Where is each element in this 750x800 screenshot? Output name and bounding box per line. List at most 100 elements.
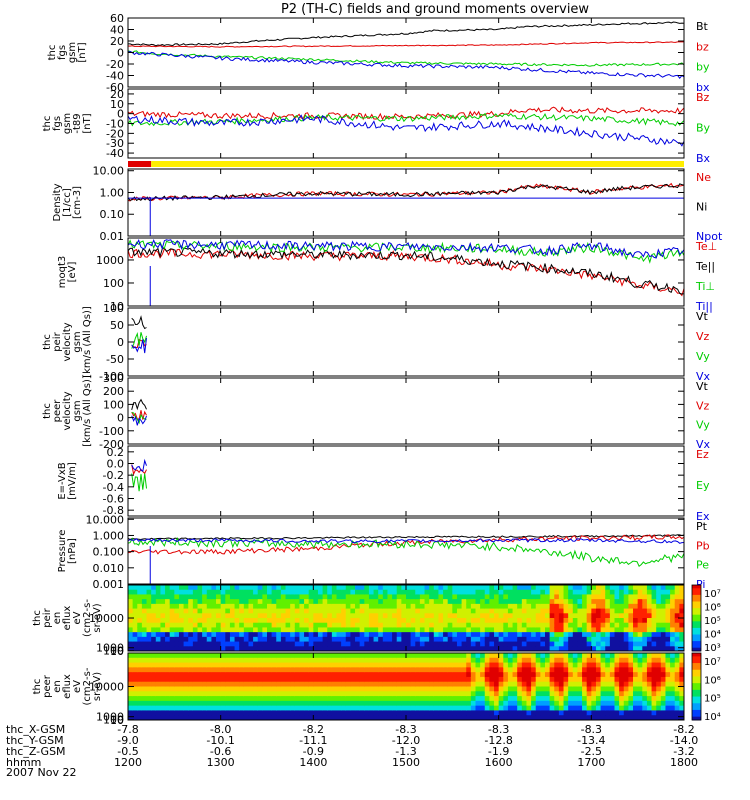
y-axis-label: thc (42, 334, 53, 350)
panel-frame (127, 168, 685, 237)
colorbar-peir_eflux: 10⁷ 10⁶ 10⁵ 10⁴ 10³ (691, 584, 721, 654)
x-row-value: -10.1 (206, 734, 234, 747)
lines-fgs_gsm (128, 21, 684, 80)
y-axis-label: en (52, 612, 63, 625)
legend-item: Ez (696, 448, 709, 461)
legend-item: Ne (696, 171, 711, 184)
y-tick-label: 100 (103, 277, 124, 290)
mode-bar-segment-1 (151, 161, 684, 167)
legend-item: Pt (696, 520, 708, 533)
lines-e_field (131, 458, 147, 492)
y-axis-label: thc (47, 45, 58, 61)
panel-frame (127, 17, 685, 88)
x-row-value: 1700 (577, 756, 605, 769)
spectrogram-peer_eflux (128, 653, 684, 720)
x-row-value: 1400 (299, 756, 327, 769)
series-line-by (128, 50, 684, 67)
panel-frame (127, 307, 685, 377)
y-axis-label: [mV/m] (67, 462, 78, 500)
legend-item: Ex (696, 510, 710, 523)
y-axis-label: eflux (62, 606, 73, 631)
x-row-value: -8.0 (210, 723, 231, 736)
panel-peir_velocity: 100 50 0 -50 -100 thc peir velocity gsm [km/s (Al… (42, 302, 711, 383)
spectrogram-peir_eflux (128, 585, 684, 651)
y-tick-label: 10000 (89, 612, 124, 625)
y-tick-label: 200 (103, 385, 124, 398)
x-row-label: thc_X-GSM (6, 723, 65, 736)
y-axis-label: (cm2-s- (82, 599, 93, 637)
series-line-bt (128, 21, 684, 47)
panel-frame (127, 517, 685, 585)
y-axis-label: eflux (62, 674, 73, 699)
series-line-vy (131, 332, 147, 349)
y-axis-label: thc (32, 679, 43, 695)
plot-title: P2 (TH-C) fields and ground moments over… (281, 2, 589, 17)
y-axis-label: velocity (62, 391, 73, 430)
y-axis-label: [cm-3] (72, 186, 83, 219)
y-tick-label: -20 (106, 58, 124, 71)
y-tick-label: 20 (110, 35, 124, 48)
x-row-value: -0.5 (117, 745, 138, 758)
x-row-value: 1600 (485, 756, 513, 769)
colorbar-peer_eflux: 10⁷ 10⁶ 10⁵ 10⁴ (691, 652, 721, 723)
y-tick-label: 1000 (96, 711, 124, 724)
x-row-value: -1.3 (395, 745, 416, 758)
legend-item: Ti|| (695, 300, 713, 313)
y-tick-label: 60 (110, 12, 124, 25)
colorbar-tick-label: 10⁶ (704, 675, 721, 686)
series-line-by (128, 112, 684, 127)
y-axis-label: [km/s (All Qs)] (82, 306, 93, 378)
lines-pressure (128, 534, 684, 584)
series-line-bx (128, 114, 684, 147)
legend-item: Vt (696, 380, 709, 393)
x-row-value: -0.6 (210, 745, 231, 758)
y-tick-label: 100 (103, 645, 124, 658)
series-line-vz (131, 339, 147, 348)
lines-temperature (128, 239, 684, 306)
series-line-vt (131, 398, 147, 411)
lines-peer_velocity (131, 398, 147, 426)
legend-item: Ti⊥ (695, 280, 715, 293)
lines-fgs_gse_gip (128, 106, 684, 147)
y-axis-label: peer (42, 674, 53, 698)
x-row-value: -9.0 (117, 734, 138, 747)
legend-item: Bt (696, 20, 709, 33)
y-tick-label: 100 (103, 302, 124, 315)
x-row-value: -8.2 (673, 723, 694, 736)
x-row-value: -14.0 (670, 734, 698, 747)
series-line-bz (128, 41, 684, 48)
y-tick-label: 0.01 (100, 230, 125, 243)
x-axis-labels: thc_X-GSM -7.8 -8.0 -8.2 -8.3 -8.3 -8.3 -8.2 thc… (6, 723, 698, 769)
series-line-bx (128, 50, 684, 80)
series-line-ez (131, 464, 147, 476)
y-tick-label: 0 (117, 47, 124, 60)
y-axis-label: [km/s (All Qs)] (82, 375, 93, 447)
legend-item: Vy (696, 419, 710, 432)
y-axis-label: E=-VxB (57, 462, 68, 499)
y-tick-label: -40 (106, 70, 124, 83)
y-tick-label: 40 (110, 24, 124, 37)
y-tick-label: 100 (103, 714, 124, 727)
panel-density: 10.00 1.00 0.10 0.01 Density [1/cc] [cm-3] Ne Ni… (52, 165, 723, 243)
date-label: 2007 Nov 22 (6, 766, 76, 779)
colorbar-tick-label: 10⁴ (704, 712, 721, 723)
y-axis-label: velocity (62, 322, 73, 361)
series-line-vx (131, 415, 147, 426)
legend-item: Pb (696, 539, 710, 552)
y-tick-label: -40 (106, 147, 124, 160)
y-tick-label: 10.000 (86, 513, 125, 526)
legend-item: Pi (696, 578, 705, 591)
series-line-pi (128, 538, 684, 544)
legend-item: Npot (696, 230, 723, 243)
legend-item: bx (696, 81, 710, 94)
x-row-value: -8.3 (395, 723, 416, 736)
y-tick-label: 0 (117, 336, 124, 349)
legend-item: bz (696, 40, 709, 53)
legend-item: Te⊥ (695, 240, 717, 253)
y-axis-label: [nT] (82, 113, 93, 133)
legend-item: Vy (696, 350, 710, 363)
legend-item: Bz (696, 91, 710, 104)
lines-density (128, 182, 684, 236)
